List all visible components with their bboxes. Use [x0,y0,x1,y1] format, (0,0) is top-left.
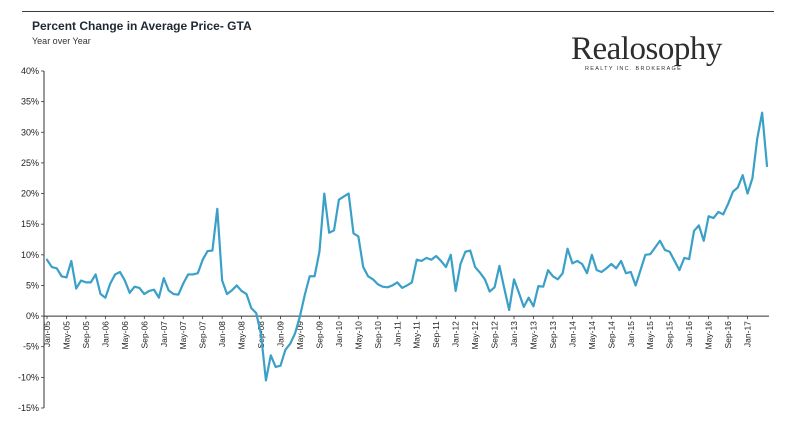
x-tick-label: May-14 [587,321,597,350]
chart-title: Percent Change in Average Price- GTA [32,19,252,33]
y-tick-label: 0% [26,311,39,321]
y-tick-label: 5% [26,280,39,290]
y-tick-label: 15% [21,219,39,229]
x-tick-label: Jan-13 [509,321,519,347]
y-tick-label: 25% [21,158,39,168]
x-tick-label: Jan-14 [567,321,577,347]
x-tick-label: May-09 [295,321,305,350]
y-tick-label: 20% [21,189,39,199]
x-tick-label: May-06 [120,321,130,350]
x-tick-label: Sep-13 [548,321,558,349]
y-tick-label: -10% [18,372,39,382]
x-tick-label: May-10 [353,321,363,350]
x-tick-label: Sep-15 [665,321,675,349]
x-tick-label: Jan-08 [217,321,227,347]
x-tick-label: Sep-16 [723,321,733,349]
x-tick-label: Jan-11 [392,321,402,347]
series-line [45,111,769,382]
x-tick-label: May-08 [237,321,247,350]
y-tick-label: 35% [21,97,39,107]
logo-wordmark: Realosophy [571,31,722,67]
x-tick-label: Jan-05 [42,321,52,347]
x-tick-label: Jan-15 [626,321,636,347]
x-tick-label: Sep-11 [431,321,441,348]
x-tick-label: Sep-07 [198,321,208,349]
x-tick-label: Jan-12 [451,321,461,347]
x-tick-label: Jan-09 [276,321,286,347]
x-tick-label: Jan-10 [334,321,344,347]
x-axis: Jan-05 May-05 Sep-05 Jan-06 May-06 Sep-06 Jan-… [42,315,769,350]
y-tick-label: 10% [21,250,39,260]
x-tick-label: May-13 [528,321,538,350]
x-tick-label: May-16 [704,321,714,350]
y-axis: 40% 35% 30% 25% 20% 15% 10% 5% 0% -5% -10% -15% [18,66,45,413]
x-tick-label: Sep-14 [606,321,616,349]
y-tick-label: -15% [18,403,39,413]
top-rule [22,11,774,12]
x-tick-label: Sep-09 [314,321,324,349]
logo-tagline: REALTY INC. BROKERAGE [585,66,683,72]
x-tick-label: Sep-05 [81,321,91,349]
x-tick-label: May-15 [645,321,655,350]
x-tick-label: Sep-10 [373,321,383,349]
x-tick-label: May-05 [61,321,71,350]
x-tick-label: Jan-16 [684,321,694,347]
y-tick-label: 30% [21,127,39,137]
y-tick-label: 40% [21,66,39,76]
x-tick-label: Sep-12 [490,321,500,349]
realosophy-logo: Realosophy REALTY INC. BROKERAGE [571,32,751,72]
x-tick-label: Sep-06 [139,321,149,349]
x-tick-label: May-07 [178,321,188,350]
x-tick-label: Jan-17 [743,321,753,347]
x-tick-label: May-11 [412,321,422,349]
x-tick-label: May-12 [470,321,480,350]
x-tick-label: Jan-06 [100,321,110,347]
y-tick-label: -5% [23,342,39,352]
plot-area [45,111,769,382]
chart-subtitle: Year over Year [32,36,91,46]
x-tick-label: Jan-07 [159,321,169,347]
